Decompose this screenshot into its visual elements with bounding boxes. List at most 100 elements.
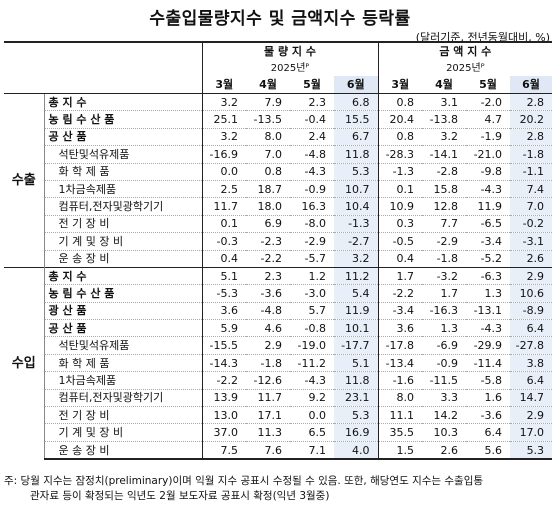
value-cell: 7.4 bbox=[510, 180, 553, 199]
volume-cell: -16.9 bbox=[201, 145, 246, 164]
volume-cell: 7.1 bbox=[290, 441, 334, 461]
volume-cell: -0.4 bbox=[290, 110, 334, 129]
volume-cell: 11.2 bbox=[334, 266, 379, 286]
row-label: 광 산 품 bbox=[44, 302, 203, 321]
volume-cell: -5.3 bbox=[201, 284, 246, 303]
value-cell: 10.9 bbox=[377, 197, 423, 216]
value-cell: -0.2 bbox=[510, 215, 553, 234]
volume-cell: 5.1 bbox=[201, 266, 246, 286]
value-cell: 0.1 bbox=[377, 180, 423, 199]
value-cell: 5.3 bbox=[510, 441, 553, 461]
value-cell: 11.9 bbox=[466, 197, 511, 216]
value-cell: 15.8 bbox=[422, 180, 467, 199]
volume-cell: 10.4 bbox=[334, 197, 379, 216]
value-cell: -13.8 bbox=[422, 110, 467, 129]
value-cell: 11.1 bbox=[377, 406, 423, 425]
value-cell: 14.2 bbox=[422, 406, 467, 425]
volume-cell: 0.8 bbox=[246, 163, 290, 181]
volume-cell: 8.0 bbox=[246, 128, 290, 147]
volume-cell: 16.3 bbox=[290, 197, 334, 216]
value-cell: 35.5 bbox=[377, 423, 423, 442]
value-cell: 3.3 bbox=[422, 389, 467, 408]
volume-cell: 0.0 bbox=[290, 406, 334, 425]
volume-cell: 11.9 bbox=[334, 302, 379, 321]
volume-cell: 17.1 bbox=[246, 406, 290, 425]
volume-cell: 7.0 bbox=[246, 145, 290, 164]
volume-cell: -3.0 bbox=[290, 284, 334, 303]
value-cell: 6.4 bbox=[466, 423, 511, 442]
header-blank bbox=[4, 60, 202, 76]
header-month: 6월 bbox=[334, 76, 379, 94]
value-cell: 1.5 bbox=[377, 441, 423, 461]
value-cell: 1.3 bbox=[466, 284, 511, 303]
table-row: 컴퓨터,전자및광학기기 13.9 11.7 9.2 23.1 8.0 3.3 1.6 14.7 bbox=[4, 389, 553, 408]
table-row: 화 학 제 품 -14.3 -1.8 -11.2 5.1 -13.4 -0.9 -11.4 3.… bbox=[4, 354, 553, 373]
volume-cell: 37.0 bbox=[201, 423, 246, 442]
volume-cell: 9.2 bbox=[290, 389, 334, 408]
volume-cell: -1.3 bbox=[334, 215, 379, 234]
value-cell: 1.3 bbox=[422, 319, 467, 338]
volume-cell: 5.3 bbox=[334, 163, 379, 181]
value-cell: -28.3 bbox=[377, 145, 423, 164]
footnote-line-2: 관자료 등이 확정되는 익년도 2월 보도자료 공표시 확정(익년 3월중) bbox=[30, 490, 330, 502]
value-cell: 2.8 bbox=[510, 92, 553, 112]
value-cell: 2.9 bbox=[510, 266, 553, 286]
volume-cell: 5.1 bbox=[334, 354, 379, 373]
volume-cell: -2.7 bbox=[334, 232, 379, 251]
header-month: 4월 bbox=[422, 76, 467, 94]
volume-cell: 0.4 bbox=[201, 250, 246, 268]
volume-cell: 7.6 bbox=[246, 441, 290, 461]
volume-cell: 6.8 bbox=[334, 92, 379, 112]
header-month: 3월 bbox=[377, 76, 423, 94]
volume-cell: 3.2 bbox=[201, 128, 246, 147]
volume-cell: -2.9 bbox=[290, 232, 334, 251]
value-cell: -27.8 bbox=[510, 336, 553, 355]
value-cell: 2.6 bbox=[422, 441, 467, 461]
value-cell: -13.4 bbox=[377, 354, 423, 373]
value-cell: 5.6 bbox=[466, 441, 511, 461]
row-label: 석탄및석유제품 bbox=[44, 145, 203, 164]
volume-cell: -5.7 bbox=[304, 252, 326, 266]
header-volume: 물 량 지 수 bbox=[201, 41, 379, 60]
value-cell: -3.6 bbox=[466, 406, 511, 425]
value-cell: -16.3 bbox=[422, 302, 467, 321]
header-month: 3월 bbox=[201, 76, 246, 94]
volume-cell: 11.7 bbox=[201, 197, 246, 216]
value-cell: 20.2 bbox=[510, 110, 553, 129]
volume-cell: 2.3 bbox=[246, 266, 290, 286]
volume-cell: 6.9 bbox=[246, 215, 290, 234]
row-label: 운 송 장 비 bbox=[44, 250, 203, 268]
row-label: 컴퓨터,전자및광학기기 bbox=[44, 197, 203, 216]
value-cell: 1.6 bbox=[466, 389, 511, 408]
volume-cell: 2.4 bbox=[290, 128, 334, 147]
row-label: 총 지 수 bbox=[44, 266, 203, 286]
value-cell: -3.4 bbox=[466, 232, 511, 251]
volume-cell: 13.0 bbox=[201, 406, 246, 425]
volume-cell: 10.7 bbox=[334, 180, 379, 199]
header-blank bbox=[4, 41, 202, 60]
value-cell: 1.7 bbox=[422, 284, 467, 303]
value-cell: -3.2 bbox=[422, 266, 467, 286]
volume-cell: 2.5 bbox=[201, 180, 246, 199]
volume-cell: 3.2 bbox=[334, 250, 379, 268]
value-cell: -17.8 bbox=[377, 336, 423, 355]
volume-cell: -4.3 bbox=[290, 163, 334, 181]
volume-cell: -3.6 bbox=[246, 284, 290, 303]
volume-cell: 1.2 bbox=[290, 266, 334, 286]
row-label: 운 송 장 비 bbox=[44, 441, 203, 461]
volume-cell: 3.6 bbox=[201, 302, 246, 321]
volume-cell: 5.4 bbox=[334, 284, 379, 303]
volume-cell: -14.3 bbox=[201, 354, 246, 373]
volume-cell: -4.8 bbox=[246, 302, 290, 321]
table-row: 농 림 수 산 품 25.1 -13.5 -0.4 15.5 20.4 -13.8 4.7 20… bbox=[4, 110, 553, 129]
value-cell: 17.0 bbox=[510, 423, 553, 442]
value-cell: -1.9 bbox=[466, 128, 511, 147]
table-row: 화 학 제 품 0.0 0.8 -4.3 5.3 -1.3 -2.8 -9.8 -1.1 bbox=[4, 163, 553, 181]
value-cell: 8.0 bbox=[377, 389, 423, 408]
value-cell: 0.8 bbox=[377, 128, 423, 147]
volume-cell: 6.7 bbox=[334, 128, 379, 147]
volume-cell: -0.8 bbox=[290, 319, 334, 338]
header-value: 금 액 지 수 bbox=[377, 41, 553, 60]
volume-cell: -0.3 bbox=[201, 232, 246, 251]
header-blank bbox=[4, 76, 202, 94]
